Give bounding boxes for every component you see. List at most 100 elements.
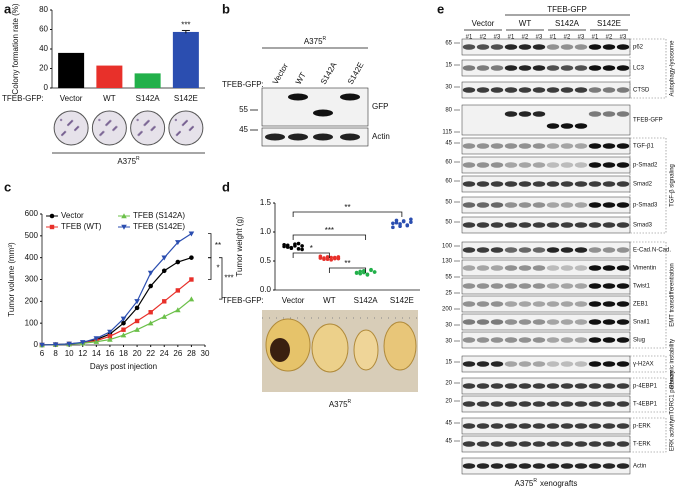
protein-label: Slug: [633, 338, 645, 344]
point: [107, 336, 113, 342]
band: [504, 65, 518, 71]
band: [574, 361, 588, 367]
y-axis-label: Tumor volume (mm³): [7, 242, 16, 317]
point: [66, 341, 72, 347]
band: [490, 247, 504, 253]
legend-label: TFEB (WT): [61, 222, 102, 231]
colony-spot: [76, 125, 80, 129]
protein-label: E-Cad.: [633, 248, 652, 254]
band: [560, 283, 574, 289]
point: [175, 288, 181, 293]
significance: **: [344, 203, 350, 212]
band: [518, 202, 532, 208]
y-tick-label: 40: [39, 44, 48, 53]
pathway-label: TGF-β signaling: [670, 164, 676, 207]
bar: [172, 31, 199, 88]
point: [372, 270, 377, 274]
lane-label: Vector: [271, 62, 290, 86]
band: [616, 265, 630, 271]
band: [588, 87, 602, 93]
band: [462, 265, 476, 271]
band: [546, 247, 560, 253]
band: [518, 383, 532, 389]
band: [588, 44, 602, 50]
point: [405, 223, 410, 228]
pathway-label: Genomic instability: [670, 339, 676, 389]
band: [462, 423, 476, 429]
band: [560, 222, 574, 228]
point: [391, 225, 395, 230]
band: [602, 143, 616, 149]
pathway-box: [629, 377, 667, 413]
panel-label: a: [4, 1, 12, 16]
band: [602, 441, 616, 447]
band: [602, 401, 616, 407]
band: [462, 222, 476, 228]
colony-spot: [102, 130, 105, 134]
band: [546, 162, 560, 168]
band: [518, 162, 532, 168]
legend-marker: [121, 213, 127, 219]
band: [504, 383, 518, 389]
band: [532, 202, 546, 208]
legend-marker: [49, 213, 55, 219]
point: [188, 296, 195, 302]
band: [616, 247, 630, 253]
protein-label: GFP: [372, 102, 388, 111]
colony-spot: [63, 130, 67, 134]
band: [602, 87, 616, 93]
protein-label: Actin: [372, 132, 390, 141]
band: [616, 301, 630, 307]
point: [161, 268, 167, 274]
band: [616, 202, 630, 208]
band: [602, 319, 616, 325]
band: [602, 423, 616, 429]
band: [490, 319, 504, 325]
band: [546, 44, 560, 50]
band: [546, 265, 560, 271]
band: [504, 463, 518, 469]
point: [79, 340, 86, 346]
mw-marker: 30: [445, 339, 452, 345]
band: [518, 337, 532, 343]
lane-label: S142E: [346, 61, 366, 86]
mw-marker: 20: [445, 381, 452, 387]
mw-marker: 80: [445, 108, 452, 114]
band: [546, 463, 560, 469]
band: [490, 337, 504, 343]
x-tick-label: Vector: [60, 94, 83, 103]
band: [462, 463, 476, 469]
mw-marker: 45: [445, 421, 452, 427]
band: [462, 65, 476, 71]
caption: A375R: [329, 399, 352, 409]
point: [175, 259, 181, 265]
band: [588, 319, 602, 325]
point: [394, 220, 399, 225]
legend-label: TFEB (S142A): [133, 211, 185, 220]
y-tick-label: 0: [44, 83, 49, 92]
band: [546, 65, 560, 71]
band: [532, 361, 546, 367]
group-label: S142E: [597, 19, 621, 28]
point: [296, 247, 301, 251]
band: [602, 162, 616, 168]
x-tick-label: 12: [78, 349, 87, 358]
band: [462, 319, 476, 325]
significance: *: [310, 244, 313, 253]
band: [476, 265, 490, 271]
band: [504, 181, 518, 187]
mw-marker: 45: [445, 141, 452, 147]
lane-label: WT: [294, 71, 308, 86]
band: [476, 361, 490, 367]
point: [161, 313, 168, 319]
x-tick-label: 22: [146, 349, 155, 358]
mw-marker: 55: [239, 105, 248, 114]
band: [588, 463, 602, 469]
y-tick-label: 1.5: [260, 198, 272, 207]
band: [490, 423, 504, 429]
blot: [461, 104, 631, 136]
band: [462, 361, 476, 367]
point: [285, 243, 290, 248]
y-tick-label: 300: [25, 275, 39, 284]
band: [504, 337, 518, 343]
